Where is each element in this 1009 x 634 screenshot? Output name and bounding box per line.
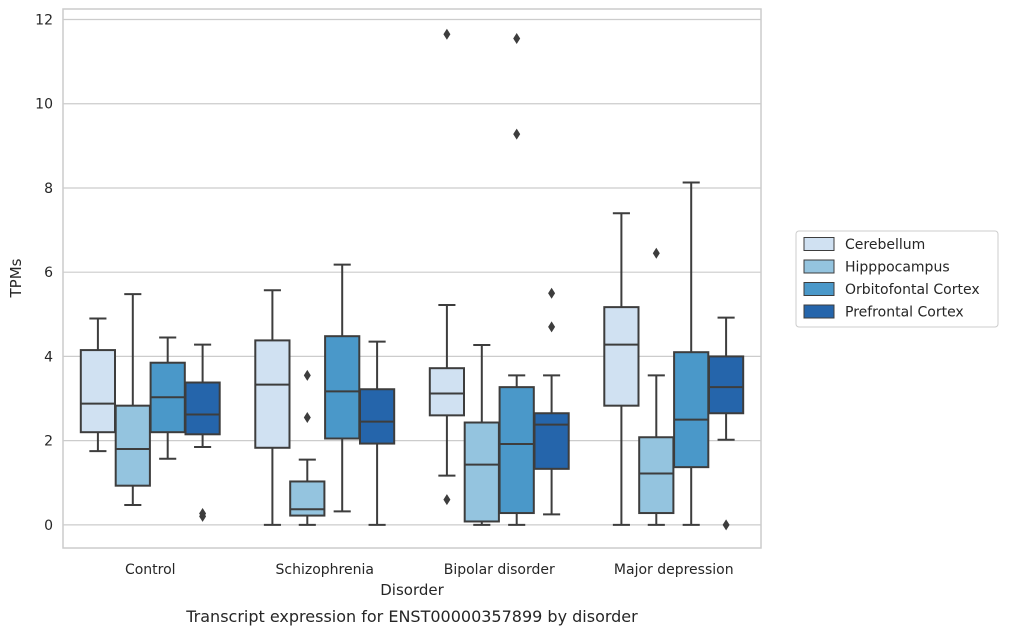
y-axis-label: TPMs [7,258,25,298]
legend-label: Cerebellum [845,237,925,253]
box-group [463,344,500,526]
x-tick-label: Schizophrenia [276,562,374,578]
box [428,367,466,417]
box-group [533,287,570,516]
box-group [638,247,675,526]
legend-swatch [803,304,835,319]
legend-label: Hipppocampus [845,260,950,276]
x-axis-ticks: Control Schizophrenia Bipolar disorder Majo… [125,562,734,578]
box-group [289,369,326,526]
box [498,386,535,515]
box [289,480,326,517]
box-group [603,212,640,526]
y-tick-label: 12 [35,13,53,29]
x-tick-label: Bipolar disorder [444,562,555,578]
box [358,388,396,445]
legend-swatch [803,282,835,296]
outlier-point [513,128,521,140]
box [673,351,710,469]
box [638,436,675,515]
box-group [498,32,535,526]
legend-swatch [803,237,835,251]
box-group [114,293,151,507]
box-group [324,263,361,513]
chart-caption: Transcript expression for ENST0000035789… [185,607,638,626]
outlier-point [652,247,660,259]
legend-item: Prefrontal Cortex [803,304,964,321]
box-group [428,28,466,506]
box [463,421,500,523]
series-group [184,287,745,531]
box-group [149,336,186,460]
box [707,355,745,415]
y-tick-label: 10 [35,97,53,113]
grid-lines [63,18,761,526]
series-group [149,32,710,526]
box-group [254,289,291,526]
y-tick-label: 8 [44,181,53,197]
outlier-point [443,28,451,40]
box-group [358,340,396,526]
legend-item: Orbitofontal Cortex [803,282,980,298]
legend: Cerebellum Hipppocampus Orbitofontal Corte… [795,230,999,328]
outlier-point [443,494,451,506]
y-axis-ticks: 0 2 4 6 8 10 12 [35,13,53,534]
box [533,412,570,470]
outlier-point [303,369,311,381]
x-axis-label: Disorder [380,581,444,599]
outlier-point [722,519,730,531]
y-tick-label: 4 [44,349,53,365]
box [603,306,640,407]
y-tick-label: 6 [44,265,53,281]
box-series [79,28,745,531]
box [79,349,117,434]
box [184,381,221,436]
box-group [673,181,710,526]
legend-item: Hipppocampus [803,259,950,276]
outlier-point [303,411,311,423]
box [254,339,291,449]
x-tick-label: Control [125,562,176,578]
outlier-point [513,32,521,44]
outlier-point [548,287,556,299]
y-tick-label: 0 [44,518,53,534]
box-group [184,343,221,522]
outlier-point [199,507,207,519]
legend-frame [795,230,999,328]
legend-swatch [803,259,835,274]
box-group [79,317,117,453]
box [324,335,361,440]
plot-frame [62,8,762,549]
box-group [707,316,745,531]
outlier-point [548,321,556,333]
series-group [114,247,675,526]
legend-item: Cerebellum [803,237,925,253]
y-tick-label: 2 [44,434,53,450]
legend-label: Orbitofontal Cortex [845,282,980,298]
legend-label: Prefrontal Cortex [845,305,964,321]
x-tick-label: Major depression [614,562,734,578]
box [114,404,151,487]
series-group [79,28,640,526]
